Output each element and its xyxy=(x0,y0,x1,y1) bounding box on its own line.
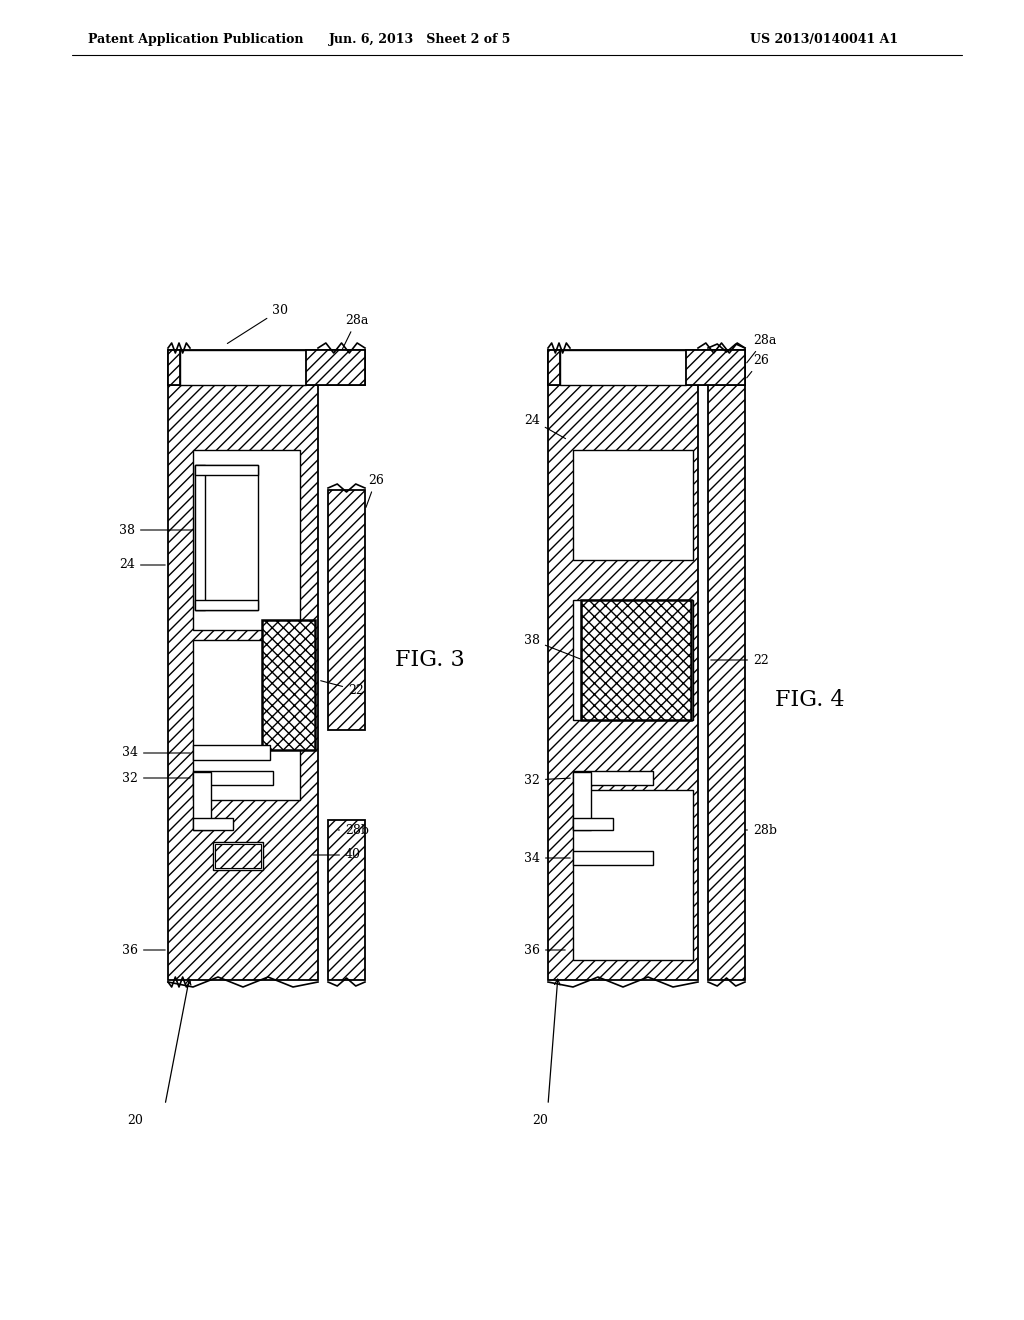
Bar xyxy=(328,820,365,979)
Text: Jun. 6, 2013   Sheet 2 of 5: Jun. 6, 2013 Sheet 2 of 5 xyxy=(329,33,511,46)
Text: 34: 34 xyxy=(524,851,570,865)
Bar xyxy=(193,640,300,800)
Text: 38: 38 xyxy=(119,524,193,536)
Text: 40: 40 xyxy=(312,849,361,862)
Text: 28b: 28b xyxy=(338,824,369,837)
Text: 22: 22 xyxy=(321,681,364,697)
Bar xyxy=(193,772,211,830)
Text: 28a: 28a xyxy=(746,334,776,363)
Text: 34: 34 xyxy=(122,747,190,759)
Bar xyxy=(548,350,745,385)
Bar xyxy=(573,851,653,865)
Text: 30: 30 xyxy=(227,304,288,343)
Text: 26: 26 xyxy=(746,354,769,378)
Text: 28a: 28a xyxy=(339,314,369,355)
Bar xyxy=(306,350,365,385)
Bar xyxy=(180,350,306,385)
Bar xyxy=(581,601,691,719)
Bar xyxy=(195,465,205,610)
Text: FIG. 3: FIG. 3 xyxy=(395,649,465,671)
Bar xyxy=(215,843,261,869)
Bar xyxy=(573,789,693,960)
Bar xyxy=(201,471,252,605)
Bar xyxy=(573,450,693,560)
Text: 24: 24 xyxy=(119,558,165,572)
Text: 28b: 28b xyxy=(745,824,777,837)
Text: 36: 36 xyxy=(122,944,165,957)
Text: 20: 20 xyxy=(532,1114,548,1126)
Bar xyxy=(195,601,258,610)
Bar xyxy=(328,490,365,730)
Bar xyxy=(195,465,258,475)
Text: 22: 22 xyxy=(711,653,769,667)
Text: 20: 20 xyxy=(127,1114,143,1126)
Text: US 2013/0140041 A1: US 2013/0140041 A1 xyxy=(750,33,898,46)
Bar xyxy=(193,744,270,760)
Bar xyxy=(213,842,263,870)
Bar xyxy=(193,771,273,785)
Text: FIG. 4: FIG. 4 xyxy=(775,689,845,711)
Bar xyxy=(168,350,365,385)
Bar xyxy=(573,818,613,830)
Bar xyxy=(168,370,318,979)
Text: 36: 36 xyxy=(524,944,565,957)
Bar xyxy=(262,620,315,750)
Bar xyxy=(560,350,686,385)
Bar xyxy=(168,350,180,385)
Bar xyxy=(686,350,745,385)
Text: 26: 26 xyxy=(366,474,384,507)
Bar xyxy=(573,601,693,719)
Bar xyxy=(573,771,653,785)
Text: 24: 24 xyxy=(524,413,565,438)
Bar xyxy=(548,370,698,979)
Text: 38: 38 xyxy=(524,634,581,659)
Bar xyxy=(708,350,745,979)
Bar xyxy=(193,818,233,830)
Text: 32: 32 xyxy=(524,774,570,787)
Text: 32: 32 xyxy=(122,771,190,784)
Text: Patent Application Publication: Patent Application Publication xyxy=(88,33,303,46)
Bar xyxy=(573,772,591,830)
Bar xyxy=(195,465,258,610)
Bar xyxy=(548,350,560,385)
Bar xyxy=(193,450,300,630)
